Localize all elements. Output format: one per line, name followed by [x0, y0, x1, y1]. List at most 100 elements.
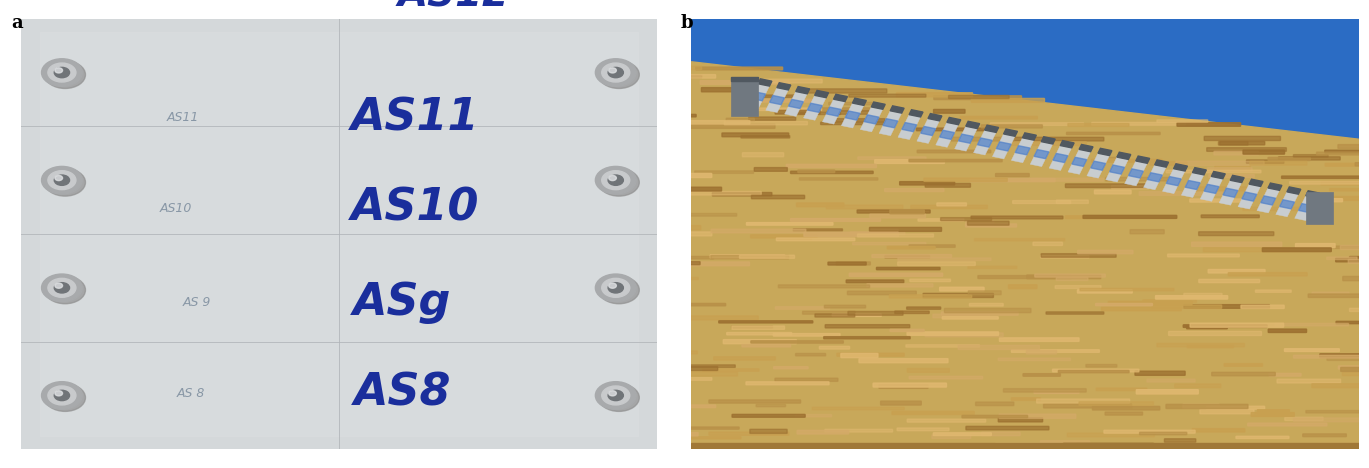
FancyBboxPatch shape [826, 325, 910, 328]
FancyBboxPatch shape [995, 174, 1029, 177]
Polygon shape [1147, 173, 1162, 182]
Circle shape [41, 167, 82, 194]
FancyBboxPatch shape [750, 99, 817, 102]
Polygon shape [1249, 179, 1264, 186]
FancyBboxPatch shape [1065, 184, 1147, 188]
FancyBboxPatch shape [1157, 344, 1244, 347]
FancyBboxPatch shape [898, 258, 991, 261]
FancyBboxPatch shape [924, 178, 1008, 182]
FancyBboxPatch shape [682, 316, 758, 320]
Polygon shape [936, 122, 958, 147]
FancyBboxPatch shape [1190, 199, 1250, 202]
FancyBboxPatch shape [827, 205, 904, 209]
FancyBboxPatch shape [962, 416, 1028, 418]
FancyBboxPatch shape [867, 284, 932, 287]
Polygon shape [1299, 204, 1313, 213]
Polygon shape [1053, 154, 1068, 162]
FancyBboxPatch shape [850, 232, 905, 234]
FancyBboxPatch shape [908, 332, 998, 335]
FancyBboxPatch shape [1294, 355, 1359, 358]
Circle shape [598, 168, 639, 196]
Circle shape [602, 386, 630, 405]
FancyBboxPatch shape [1176, 161, 1264, 166]
FancyBboxPatch shape [802, 311, 856, 314]
FancyBboxPatch shape [1268, 157, 1310, 161]
Polygon shape [808, 103, 823, 112]
FancyBboxPatch shape [824, 336, 910, 339]
FancyBboxPatch shape [909, 245, 956, 248]
FancyBboxPatch shape [1327, 358, 1369, 360]
FancyBboxPatch shape [999, 414, 1076, 418]
FancyBboxPatch shape [1077, 250, 1134, 254]
Polygon shape [1110, 165, 1124, 174]
FancyBboxPatch shape [764, 79, 823, 83]
Circle shape [609, 283, 616, 288]
Polygon shape [1012, 138, 1034, 163]
FancyBboxPatch shape [876, 267, 941, 270]
FancyBboxPatch shape [726, 118, 754, 122]
FancyBboxPatch shape [939, 287, 984, 291]
Circle shape [48, 278, 75, 297]
Circle shape [45, 168, 85, 196]
FancyBboxPatch shape [1187, 345, 1233, 348]
FancyBboxPatch shape [934, 96, 1021, 100]
Polygon shape [898, 115, 920, 139]
FancyBboxPatch shape [1209, 175, 1254, 177]
Polygon shape [909, 110, 923, 117]
FancyBboxPatch shape [1046, 312, 1103, 314]
FancyBboxPatch shape [1321, 182, 1369, 185]
Circle shape [41, 59, 82, 86]
Polygon shape [795, 87, 809, 94]
FancyBboxPatch shape [1340, 245, 1369, 249]
FancyBboxPatch shape [908, 368, 949, 372]
FancyBboxPatch shape [711, 255, 784, 258]
FancyBboxPatch shape [1143, 300, 1197, 302]
FancyBboxPatch shape [820, 122, 893, 124]
FancyBboxPatch shape [1168, 254, 1239, 257]
FancyBboxPatch shape [1139, 432, 1187, 435]
FancyBboxPatch shape [1236, 436, 1290, 439]
FancyBboxPatch shape [1080, 288, 1175, 291]
Polygon shape [860, 107, 883, 132]
FancyBboxPatch shape [968, 221, 1009, 225]
FancyBboxPatch shape [858, 358, 947, 363]
FancyBboxPatch shape [711, 229, 806, 233]
FancyBboxPatch shape [1206, 406, 1265, 409]
FancyBboxPatch shape [727, 332, 791, 335]
FancyBboxPatch shape [804, 232, 898, 236]
FancyBboxPatch shape [1040, 441, 1090, 443]
FancyBboxPatch shape [846, 280, 904, 283]
Polygon shape [1003, 129, 1017, 136]
FancyBboxPatch shape [897, 93, 972, 97]
Polygon shape [917, 118, 939, 143]
Polygon shape [845, 111, 860, 120]
Polygon shape [1212, 171, 1225, 179]
Circle shape [596, 167, 637, 194]
FancyBboxPatch shape [1336, 258, 1369, 262]
FancyBboxPatch shape [925, 333, 1003, 337]
Polygon shape [804, 95, 826, 120]
Polygon shape [1154, 160, 1169, 167]
FancyBboxPatch shape [694, 171, 753, 173]
FancyBboxPatch shape [836, 262, 871, 265]
FancyBboxPatch shape [806, 89, 887, 93]
FancyBboxPatch shape [998, 358, 1071, 360]
FancyBboxPatch shape [719, 321, 813, 323]
FancyBboxPatch shape [1077, 290, 1132, 293]
FancyBboxPatch shape [1034, 391, 1079, 394]
FancyBboxPatch shape [1155, 296, 1228, 299]
Circle shape [55, 67, 70, 78]
FancyBboxPatch shape [1175, 384, 1221, 388]
Polygon shape [1181, 173, 1203, 197]
FancyBboxPatch shape [1365, 211, 1369, 214]
FancyBboxPatch shape [968, 291, 1001, 295]
FancyBboxPatch shape [976, 402, 1014, 406]
FancyBboxPatch shape [1294, 418, 1369, 422]
FancyBboxPatch shape [1355, 163, 1369, 166]
Polygon shape [1166, 176, 1181, 186]
Polygon shape [765, 88, 789, 112]
Polygon shape [823, 99, 845, 124]
FancyBboxPatch shape [875, 160, 945, 163]
FancyBboxPatch shape [897, 428, 949, 431]
FancyBboxPatch shape [776, 236, 812, 240]
